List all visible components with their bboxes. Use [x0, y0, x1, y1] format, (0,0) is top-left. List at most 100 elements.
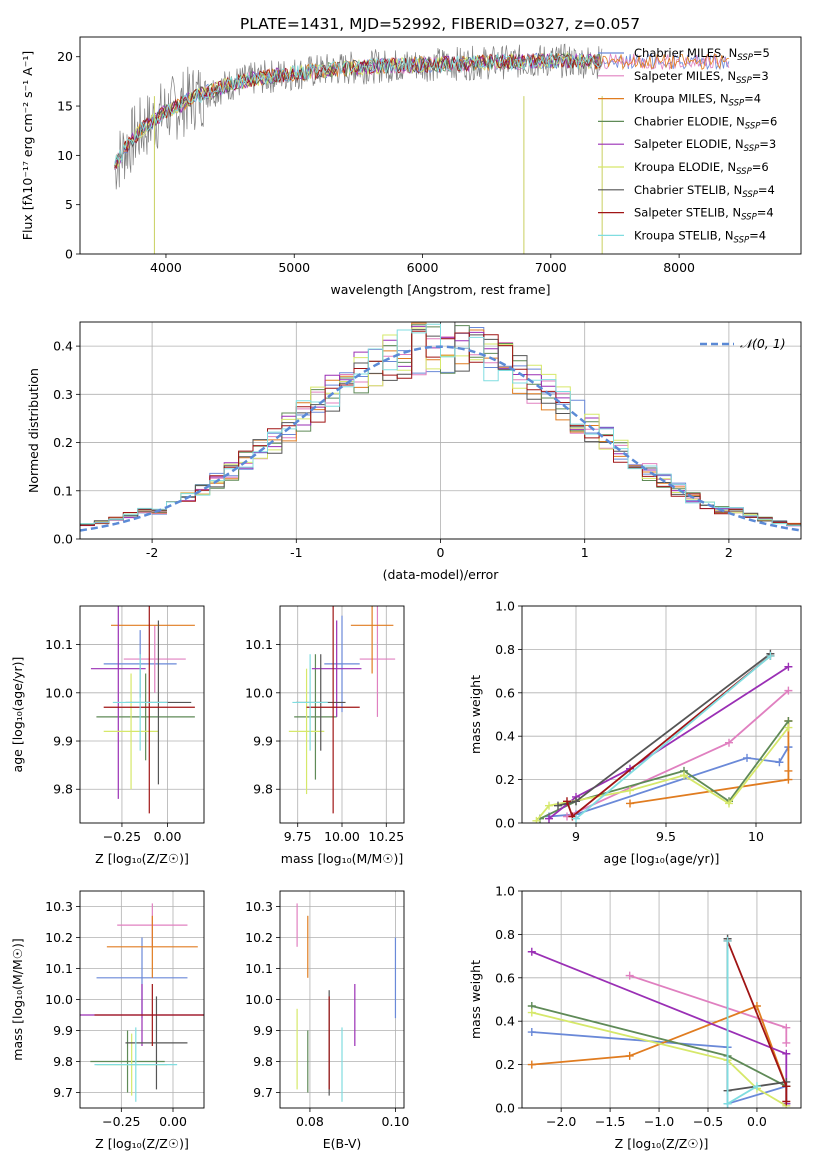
weight-point	[527, 1028, 536, 1037]
weight-point	[554, 801, 562, 810]
mass_vs_Z-ytick-label: 10.0	[45, 992, 73, 1007]
weight-series-line	[539, 720, 790, 820]
age_vs_mass-ytick-label: 9.8	[253, 782, 273, 797]
mass_vs_EBV-panel: 0.08 0.10 9.7 9.8 9.9 10.0 10.1 10.2 10.3 E(B-V)	[245, 890, 410, 1151]
legend-subscript: SSP	[737, 53, 753, 63]
weight-point	[545, 814, 553, 823]
legend-subscript: SSP	[745, 121, 761, 131]
residuals-ytick-label: 0.2	[53, 435, 73, 450]
mass_vs_Z-frame	[79, 890, 205, 1109]
weight-point	[723, 936, 732, 945]
legend-entry: Kroupa MILES, NSSP=4	[634, 92, 761, 109]
age_vs_Z-xtick-label: 0.00	[154, 829, 182, 844]
weight-point	[563, 797, 571, 806]
legend-subscript: SSP	[736, 76, 752, 86]
weight-point	[782, 1097, 791, 1106]
weight-point	[784, 662, 793, 671]
weight-point	[527, 1008, 536, 1017]
weight_vs_age-frame	[521, 605, 802, 824]
weight-point	[725, 799, 733, 808]
residual-legend-entry: 𝒩(0, 1)	[740, 336, 786, 351]
legend-count: =3	[752, 69, 769, 83]
weight_vs_age-xtick-label: 9.5	[656, 829, 676, 844]
weight_vs_Z-ytick-label: 0.2	[495, 1057, 515, 1072]
spectrum-xlabel: wavelength [Angstrom, rest frame]	[330, 282, 550, 297]
weight-point	[784, 723, 793, 732]
age_vs_Z-ytick-label: 10.1	[45, 637, 73, 652]
weight-point	[723, 1099, 732, 1108]
mass_vs_EBV-ytick-label: 9.8	[253, 1054, 273, 1069]
spectrum-panel: 4000 5000 6000 7000 8000 0 5 10 15 20 wavelength […	[20, 36, 802, 297]
spectrum-model-line	[114, 53, 602, 169]
weight-series-line	[548, 666, 789, 820]
weight_vs_Z-xtick-label: 0.0	[747, 1114, 767, 1129]
legend-subscript: SSP	[729, 99, 745, 109]
mass_vs_EBV-ytick-label: 10.0	[245, 992, 273, 1007]
weight_vs_age-ytick-label: 0.2	[495, 772, 515, 787]
weight-point	[782, 1038, 791, 1047]
weight-point	[752, 1082, 761, 1091]
age_vs_mass-panel: 9.75 10.00 10.25 9.8 9.9 10.0 10.1 mass [log₁₀(…	[245, 605, 405, 866]
mass_vs_Z-ytick-label: 9.8	[53, 1054, 73, 1069]
weight_vs_Z-xlabel: Z [log₁₀(Z/Z☉)]	[615, 1136, 709, 1151]
weight_vs_age-ytick-label: 0.4	[495, 729, 515, 744]
age_vs_Z-ytick-label: 10.0	[45, 685, 73, 700]
weight_vs_age-xtick-label: 10	[748, 829, 764, 844]
mass_vs_EBV-ytick-label: 9.9	[253, 1023, 273, 1038]
mass_vs_Z-ytick-label: 10.2	[45, 930, 73, 945]
mass_vs_Z-xtick-label: 0.00	[159, 1114, 187, 1129]
weight_vs_Z-ytick-label: 0.0	[495, 1101, 515, 1116]
weight-point	[626, 786, 634, 795]
residuals-ytick-label: 0.3	[53, 387, 73, 402]
residuals-xtick-label: -1	[290, 545, 302, 560]
weight-point	[743, 753, 751, 762]
weight_vs_Z-ytick-label: 1.0	[495, 884, 515, 899]
spectrum-legend: Chabrier MILES, NSSP=5 Salpeter MILES, NS…	[598, 46, 777, 245]
weight-point	[782, 1049, 791, 1058]
mass_vs_Z-xtick-label: −0.25	[102, 1114, 140, 1129]
legend-count: =4	[749, 228, 766, 242]
weight-series-line	[575, 655, 771, 820]
spectrum-ytick-label: 15	[57, 99, 73, 114]
residuals-xtick-label: 0	[437, 545, 445, 560]
weight_vs_Z-ytick-label: 0.4	[495, 1014, 515, 1029]
age_vs_mass-ytick-label: 10.1	[245, 637, 273, 652]
residuals-ytick-label: 0.1	[53, 483, 73, 498]
legend-entry: Chabrier MILES, NSSP=5	[634, 46, 770, 63]
weight_vs_age-xtick-label: 9	[572, 829, 580, 844]
residuals-frame	[79, 321, 802, 540]
spectrum-ylabel: Flux [fλ10⁻¹⁷ erg cm⁻² s⁻¹ A⁻¹]	[20, 51, 35, 240]
legend-entry: Kroupa STELIB, NSSP=4	[634, 228, 766, 245]
weight-point	[766, 651, 775, 660]
mass_vs_EBV-frame	[279, 890, 405, 1109]
weight_vs_age-ytick-label: 0.6	[495, 685, 515, 700]
legend-subscript: SSP	[744, 144, 760, 154]
legend-entry: Salpeter MILES, NSSP=3	[634, 69, 769, 86]
age_vs_mass-xtick-label: 10.25	[368, 829, 404, 844]
mass_vs_Z-ytick-label: 10.1	[45, 961, 73, 976]
age_vs_mass-xtick-label: 9.75	[284, 829, 312, 844]
spectrum-xtick-label: 4000	[150, 260, 182, 275]
residuals-xlabel: (data-model)/error	[383, 567, 500, 582]
age_vs_Z-ytick-label: 9.8	[53, 782, 73, 797]
mass_vs_Z-xlabel: Z [log₁₀(Z/Z☉)]	[95, 1136, 189, 1151]
weight-point	[545, 801, 553, 810]
weight-point	[782, 1082, 791, 1091]
legend-count: =4	[757, 206, 774, 220]
weight-point	[784, 775, 793, 784]
spectrum-ytick-label: 0	[65, 247, 73, 262]
spectrum-ytick-label: 20	[57, 49, 73, 64]
weight_vs_age-ytick-label: 1.0	[495, 599, 515, 614]
weight-point	[527, 947, 536, 956]
mass_vs_Z-ytick-label: 9.9	[53, 1023, 73, 1038]
age_vs_Z-xlabel: Z [log₁₀(Z/Z☉)]	[95, 851, 189, 866]
weight-series-line	[531, 1004, 788, 1087]
weight_vs_age-ylabel: mass weight	[468, 675, 483, 754]
age_vs_mass-xlabel: mass [log₁₀(M/M☉)]	[281, 851, 403, 866]
weight_vs_Z-panel: −2.0 −1.5 −1.0 −0.5 0.0 0.0 0.2 0.4 0.6 0.8 1.0 Z […	[468, 884, 802, 1151]
mass_vs_EBV-xtick-label: 0.10	[382, 1114, 410, 1129]
weight-point	[784, 686, 793, 695]
weight-series-line	[531, 1011, 787, 1107]
weight_vs_Z-plot-area	[527, 934, 791, 1108]
residuals-panel: -2 -1 0 1 2 0.0 0.1 0.2 0.3 0.4 (data-model)/error…	[26, 321, 802, 582]
